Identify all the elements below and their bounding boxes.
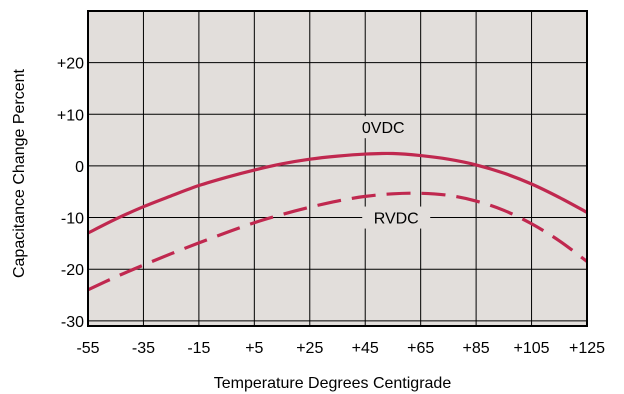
y-tick-label: +20 xyxy=(57,56,84,73)
x-tick-label: -55 xyxy=(76,340,99,357)
y-tick-label: +10 xyxy=(57,107,84,124)
series-label-bg-1 xyxy=(362,206,431,229)
x-tick-label: +65 xyxy=(407,340,434,357)
x-tick-label: +105 xyxy=(514,340,550,357)
x-tick-label: -35 xyxy=(132,340,155,357)
series-label-rvdc: RVDC xyxy=(362,206,431,229)
x-tick-label: +5 xyxy=(245,340,263,357)
series-line-rvdc xyxy=(87,191,588,292)
y-tick-label: -30 xyxy=(61,314,84,331)
series-group xyxy=(87,151,588,292)
x-tick-label: +85 xyxy=(463,340,490,357)
x-tick-label: +25 xyxy=(296,340,323,357)
x-tick-label: +45 xyxy=(352,340,379,357)
y-tick-label: -10 xyxy=(61,211,84,228)
x-axis-title: Temperature Degrees Centigrade xyxy=(214,375,452,392)
series-line-0vdc xyxy=(87,151,588,235)
y-tick-label: -20 xyxy=(61,262,84,279)
y-tick-label: 0 xyxy=(75,159,84,176)
series-label-bg-0 xyxy=(349,116,418,139)
series-label-text-0vdc: 0VDC xyxy=(362,120,405,137)
x-axis-ticks: -55 -35 -15 +5 +25 +45 +65 +85 +105 +125 xyxy=(76,340,605,357)
y-axis-ticks: -30 -20 -10 0 +10 +20 xyxy=(57,56,84,331)
plot-area xyxy=(88,11,587,326)
series-label-0vdc: 0VDC xyxy=(349,116,418,139)
y-axis-title: Capacitance Change Percent xyxy=(11,68,28,278)
x-tick-label: -15 xyxy=(187,340,210,357)
x-tick-label: +125 xyxy=(569,340,605,357)
series-labels: 0VDC RVDC xyxy=(349,116,431,229)
series-label-text-rvdc: RVDC xyxy=(374,211,419,228)
plot-frame xyxy=(87,10,588,327)
